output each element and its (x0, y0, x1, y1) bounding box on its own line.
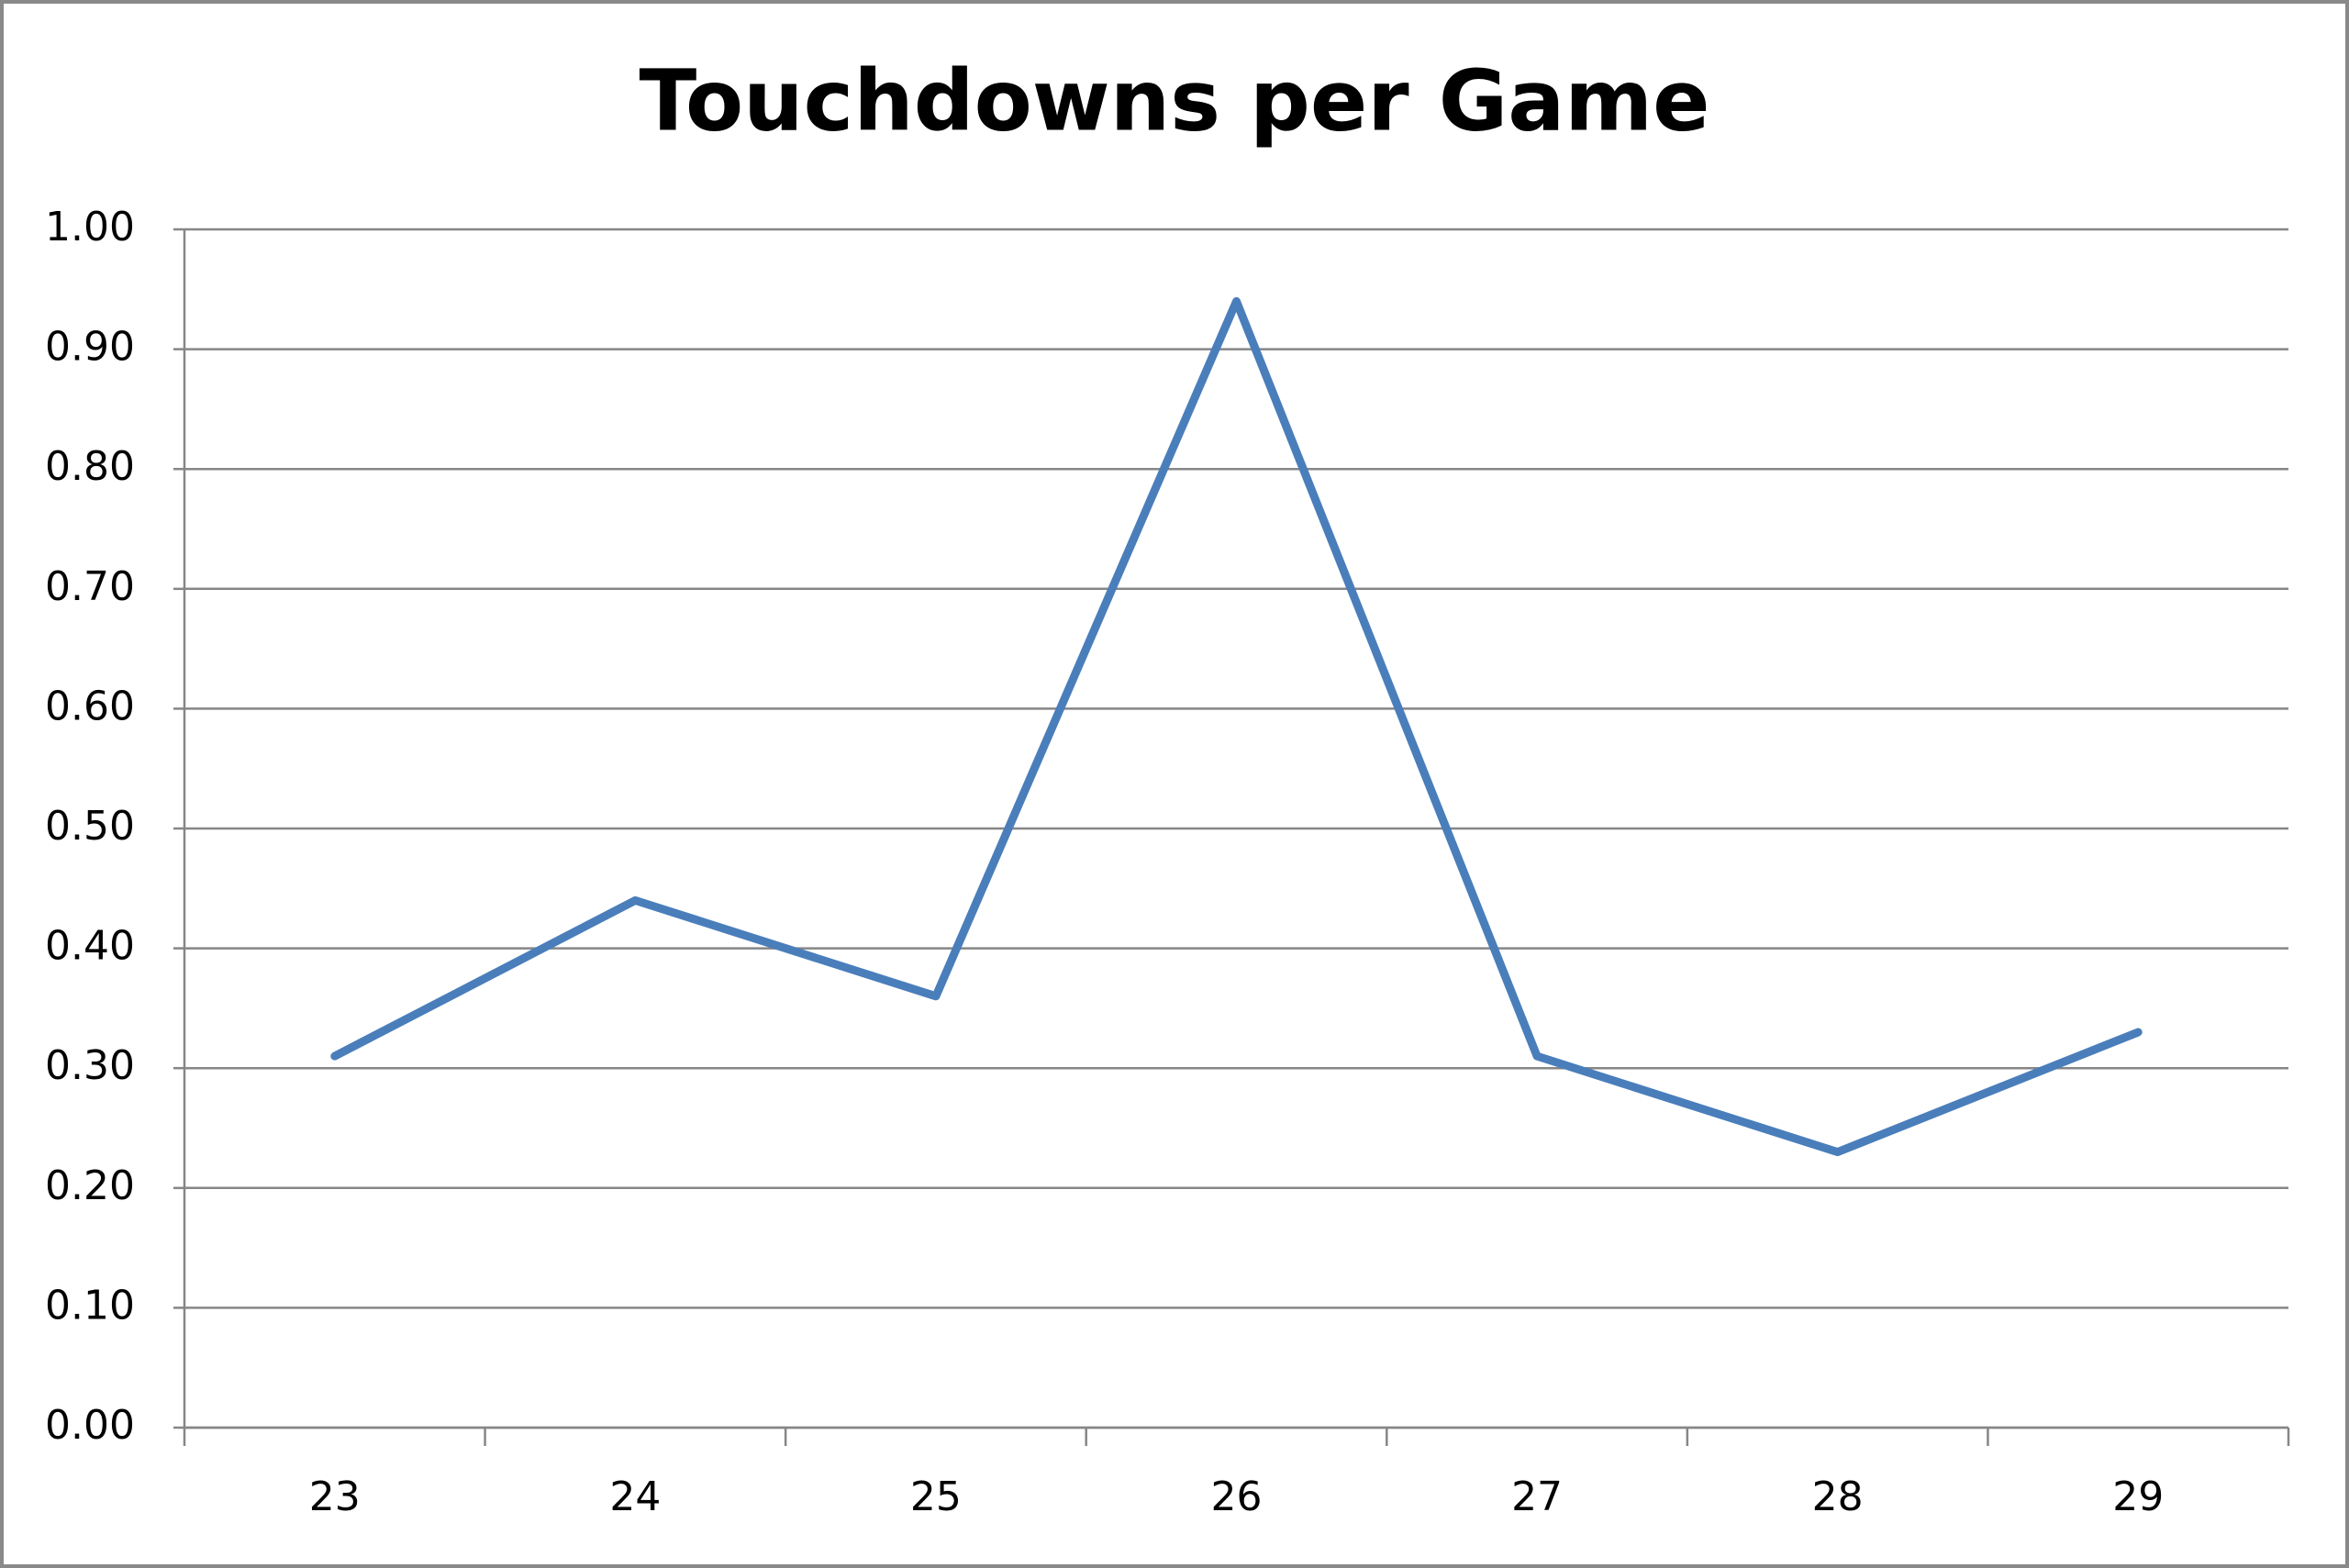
y-tick-label: 0.30 (45, 1042, 135, 1089)
y-tick-label: 0.20 (45, 1162, 135, 1209)
chart-title: Touchdowns per Game (639, 51, 1709, 150)
x-tick-label: 27 (1511, 1473, 1563, 1520)
y-tick-label: 0.80 (45, 443, 135, 490)
x-tick-label: 28 (1812, 1473, 1864, 1520)
x-tick-label: 25 (910, 1473, 962, 1520)
y-tick-label: 0.70 (45, 563, 135, 610)
y-tick-label: 0.40 (45, 923, 135, 970)
x-tick-label: 26 (1211, 1473, 1263, 1520)
y-tick-label: 1.00 (45, 204, 135, 250)
y-tick-label: 0.00 (45, 1402, 135, 1449)
x-tick-label: 24 (609, 1473, 661, 1520)
y-tick-label: 0.60 (45, 683, 135, 729)
y-tick-label: 0.10 (45, 1282, 135, 1329)
data-line (330, 296, 2143, 1157)
y-tick-label: 0.50 (45, 803, 135, 850)
x-tick-label: 29 (2112, 1473, 2164, 1520)
y-tick-label: 0.90 (45, 324, 135, 371)
x-tick-label: 23 (309, 1473, 361, 1520)
